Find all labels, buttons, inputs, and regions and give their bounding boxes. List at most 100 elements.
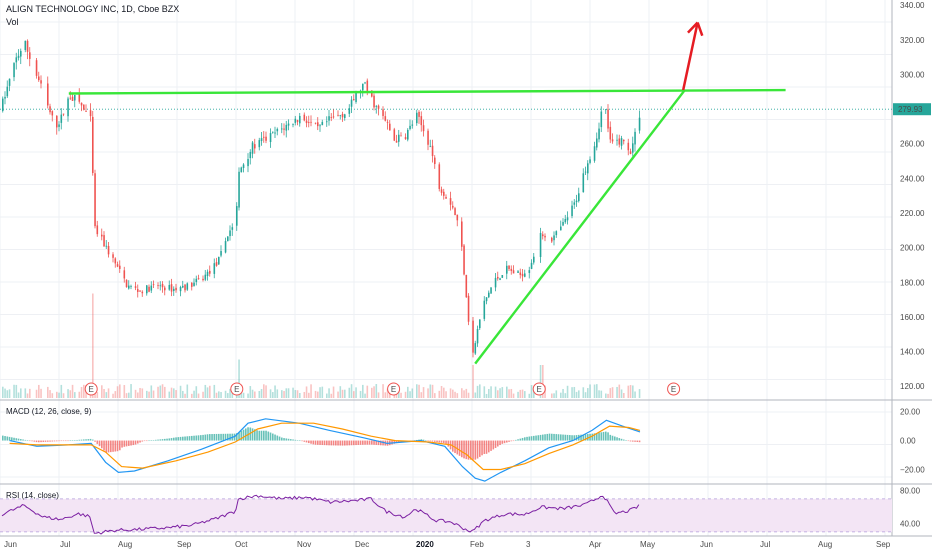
- candle-body: [148, 286, 150, 292]
- macd-histogram-bar: [4, 436, 6, 441]
- candle-body: [362, 83, 364, 91]
- earnings-marker-label: E: [234, 385, 239, 394]
- volume-bar: [224, 390, 227, 398]
- candle-body: [623, 139, 625, 142]
- candle-body: [542, 234, 544, 237]
- macd-histogram-bar: [301, 440, 303, 442]
- volume-bar: [562, 388, 564, 398]
- volume-bar: [506, 386, 508, 398]
- candle-body: [508, 265, 510, 269]
- candle-body: [265, 136, 267, 141]
- volume-bar: [638, 389, 641, 398]
- macd-histogram-bar: [506, 440, 508, 443]
- candle-body: [497, 276, 499, 279]
- candle-body: [443, 191, 445, 196]
- volume-bar: [350, 384, 353, 398]
- macd-histogram-bar: [130, 440, 132, 446]
- macd-histogram-bar: [443, 440, 445, 444]
- candle-body: [168, 285, 171, 290]
- macd-histogram-bar: [497, 440, 499, 447]
- target-arrow-shaft: [681, 22, 699, 91]
- macd-histogram-bar: [152, 440, 155, 441]
- macd-histogram-bar: [344, 440, 346, 446]
- candle-body: [116, 264, 119, 267]
- candle-body: [344, 114, 346, 119]
- candle-body: [60, 114, 63, 123]
- price-tick-label: 220.00: [900, 209, 925, 218]
- volume-bar: [508, 389, 510, 398]
- candle-body: [247, 159, 249, 167]
- candle-body: [150, 285, 153, 291]
- candle-body: [204, 274, 207, 280]
- volume-bar: [488, 389, 490, 398]
- macd-histogram-bar: [560, 434, 562, 441]
- volume-bar: [605, 393, 607, 398]
- candle-body: [616, 139, 618, 141]
- macd-histogram-bar: [332, 440, 335, 446]
- volume-bar: [152, 390, 155, 398]
- macd-histogram-bar: [168, 438, 171, 441]
- macd-histogram-bar: [564, 434, 567, 441]
- macd-histogram-bar: [499, 440, 501, 446]
- volume-bar: [15, 384, 18, 398]
- candle-body: [175, 287, 177, 291]
- price-tick-label: 260.00: [900, 140, 925, 149]
- volume-bar: [474, 392, 477, 398]
- volume-bar: [220, 392, 222, 398]
- macd-histogram-bar: [159, 439, 162, 441]
- candle-body: [578, 193, 580, 202]
- macd-histogram-bar: [110, 440, 112, 453]
- macd-histogram-bar: [40, 440, 42, 443]
- macd-histogram-bar: [434, 440, 436, 442]
- signal-line: [9, 422, 641, 471]
- macd-histogram-bar: [355, 440, 357, 446]
- volume-bar: [130, 384, 132, 398]
- macd-histogram-bar: [240, 430, 243, 441]
- volume-bar: [305, 386, 308, 398]
- candle-body: [303, 114, 306, 121]
- volume-bar: [483, 386, 486, 398]
- volume-bar: [238, 359, 240, 398]
- macd-histogram-bar: [557, 434, 560, 441]
- macd-histogram-bar: [533, 435, 535, 441]
- macd-histogram-bar: [438, 440, 441, 443]
- macd-histogram-bar: [305, 440, 308, 443]
- volume-bar: [521, 389, 524, 398]
- macd-histogram-bar: [629, 440, 632, 442]
- macd-histogram-bar: [638, 440, 641, 443]
- candle-body: [407, 129, 409, 140]
- time-axis-label: Jul: [60, 540, 70, 549]
- macd-histogram-bar: [319, 440, 321, 445]
- candle-body: [400, 135, 402, 137]
- macd-histogram-bar: [380, 440, 382, 446]
- volume-bar: [193, 390, 195, 398]
- volume-bar: [92, 293, 94, 398]
- macd-label: MACD (12, 26, close, 9): [6, 407, 92, 416]
- macd-histogram-bar: [580, 434, 582, 441]
- macd-histogram-bar: [368, 440, 371, 445]
- volume-bar: [627, 385, 630, 398]
- macd-histogram-bar: [303, 440, 306, 442]
- macd-histogram-bar: [357, 440, 360, 445]
- macd-histogram-bar: [213, 433, 216, 441]
- candle-body: [566, 217, 569, 221]
- candle-body: [389, 123, 391, 131]
- volume-bar: [407, 386, 409, 398]
- macd-histogram-bar: [620, 438, 623, 441]
- candle-body: [69, 97, 72, 99]
- time-axis-label: May: [640, 540, 655, 549]
- candle-body: [474, 343, 477, 354]
- macd-histogram-bar: [2, 435, 4, 441]
- volume-bar: [62, 393, 65, 398]
- candle-body: [584, 171, 587, 173]
- candle-body: [573, 202, 576, 205]
- volume-bar: [573, 386, 576, 398]
- time-axis-label: Feb: [470, 540, 484, 549]
- candle-body: [544, 235, 546, 238]
- macd-histogram-bar: [632, 440, 634, 442]
- macd-histogram-bar: [422, 439, 425, 441]
- candle-body: [24, 40, 27, 51]
- macd-histogram-bar: [296, 440, 299, 441]
- price-tick-label: 120.00: [900, 382, 925, 391]
